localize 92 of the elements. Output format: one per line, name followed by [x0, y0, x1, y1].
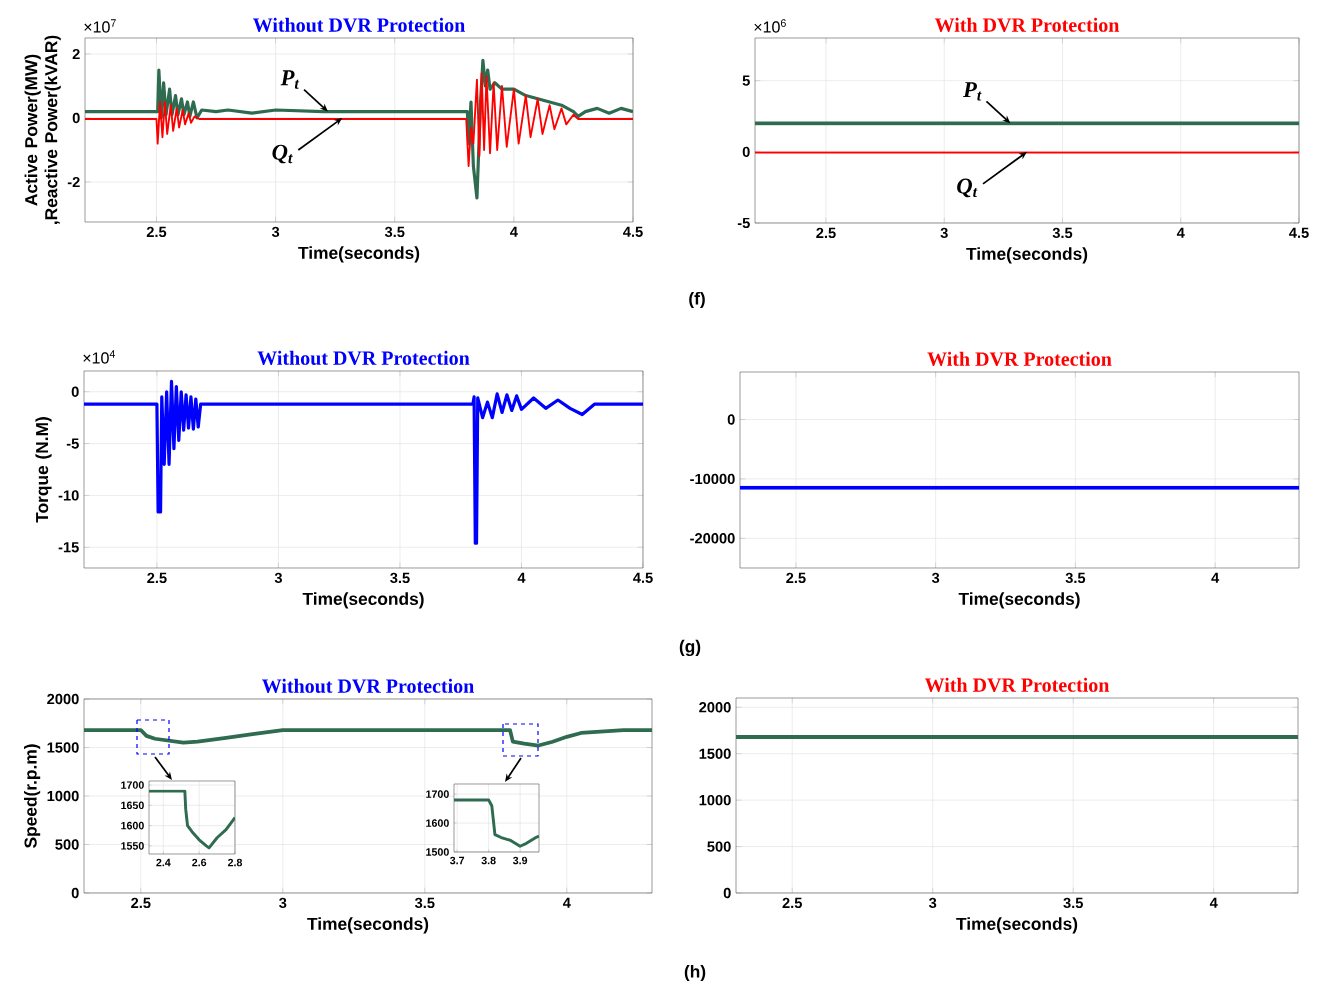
y-tick-label: 2000 — [699, 702, 731, 713]
x-tick-label: 2.5 — [816, 227, 836, 239]
x-tick-label: 2.5 — [147, 572, 167, 584]
text: ×10$^{6}$ — [754, 19, 786, 33]
text: (f) — [689, 291, 705, 309]
x-tick-label: 2.4 — [156, 858, 171, 867]
y-tick-label: 0 — [71, 386, 79, 397]
y-tick-label: 1550 — [121, 842, 144, 850]
annotation: Q$_{t}$ — [957, 178, 978, 198]
y-tick-label: 500 — [707, 841, 731, 852]
y-tick-label: 0 — [742, 146, 750, 158]
y-tick-label: -20000 — [690, 533, 735, 544]
x-tick-label: 3.5 — [414, 897, 435, 909]
text: ×10$^{4}$ — [83, 350, 116, 364]
y-tick-label: 500 — [55, 839, 79, 850]
y-tick-label: 1600 — [121, 821, 144, 830]
chart-title: With DVR Protection — [924, 677, 1110, 692]
y-axis-title: Speed(r.p.m) — [24, 744, 41, 848]
y-tick-label: -2 — [67, 176, 80, 188]
y-axis-title: Torque (N.M) — [35, 417, 52, 523]
y-tick-label: 0 — [723, 887, 731, 899]
x-tick-label: 4 — [562, 897, 571, 908]
x-axis-title: Time(seconds) — [307, 917, 429, 934]
y-tick-label: 1650 — [121, 801, 144, 810]
chart-title: Without DVR Protection — [253, 17, 465, 32]
x-axis-title: Time(seconds) — [956, 917, 1078, 934]
chart-title: Without DVR Protection — [257, 350, 470, 365]
x-axis-title: Time(seconds) — [302, 592, 424, 609]
annotation: P$_{t}$ — [280, 70, 300, 89]
x-tick-label: 3.5 — [1065, 572, 1086, 584]
x-tick-label: 3.5 — [1063, 897, 1083, 909]
x-tick-label: 3.5 — [390, 572, 410, 584]
y-tick-label: -10 — [58, 490, 79, 501]
x-tick-label: 4.5 — [633, 572, 653, 583]
y-tick-label: 1000 — [47, 790, 79, 802]
y-tick-label: 5 — [742, 75, 750, 86]
x-tick-label: 3 — [940, 227, 948, 239]
y-tick-label: -5 — [66, 438, 79, 449]
y-tick-label: 0 — [727, 414, 735, 425]
x-tick-label: 3 — [271, 226, 280, 238]
chart-title: With DVR Protection — [934, 17, 1120, 32]
x-tick-label: 2.5 — [786, 572, 806, 584]
line-series — [454, 798, 540, 848]
y-tick-label: 1700 — [121, 781, 144, 789]
x-tick-label: 4.5 — [623, 226, 643, 237]
x-axis-title: Time(seconds) — [298, 246, 420, 263]
x-tick-label: 2.8 — [227, 858, 243, 867]
x-tick-label: 3.9 — [512, 856, 528, 865]
x-tick-label: 3.7 — [449, 856, 465, 865]
y-tick-label: 1500 — [699, 748, 731, 759]
text: ×10$^{7}$ — [84, 19, 116, 33]
chart-title: Without DVR Protection — [262, 678, 474, 693]
text: (h) — [684, 964, 706, 982]
x-tick-label: 3 — [931, 572, 940, 584]
y-tick-label: -15 — [58, 542, 79, 553]
x-axis-title: Time(seconds) — [966, 247, 1088, 264]
x-tick-label: 3 — [274, 572, 282, 584]
line-series — [85, 72, 633, 167]
x-tick-label: 4 — [510, 226, 518, 237]
y-axis-title: Active Power(MW) ,Reactive Power(kVAR) — [24, 35, 61, 225]
y-tick-label: 1600 — [426, 819, 449, 827]
chart-title: With DVR Protection — [927, 351, 1112, 366]
x-tick-label: 4 — [1209, 897, 1218, 908]
y-tick-label: 1700 — [426, 790, 449, 798]
x-tick-label: 3.5 — [384, 226, 405, 238]
x-tick-label: 2.5 — [131, 897, 151, 909]
line-series — [84, 379, 643, 545]
x-tick-label: 2.5 — [146, 226, 167, 238]
y-tick-label: 1500 — [426, 848, 449, 856]
x-tick-label: 2.5 — [782, 897, 802, 909]
y-tick-label: 0 — [71, 887, 79, 899]
annotation: P$_{t}$ — [962, 82, 982, 101]
x-tick-label: 4.5 — [1289, 227, 1309, 238]
x-tick-label: 4 — [1211, 572, 1220, 583]
x-axis-title: Time(seconds) — [958, 592, 1080, 609]
x-tick-label: 4 — [1176, 227, 1185, 238]
x-tick-label: 4 — [517, 572, 526, 583]
y-tick-label: 2 — [72, 48, 80, 60]
x-tick-label: 3.5 — [1052, 227, 1073, 239]
text: (g) — [679, 639, 701, 657]
y-tick-label: -10000 — [690, 473, 735, 485]
x-tick-label: 3 — [279, 897, 287, 909]
y-tick-label: 0 — [72, 112, 80, 124]
y-tick-label: 1500 — [47, 742, 79, 753]
x-tick-label: 2.6 — [192, 858, 207, 867]
y-tick-label: -5 — [737, 217, 750, 229]
y-tick-label: 1000 — [699, 794, 731, 806]
line-series — [149, 789, 235, 850]
x-tick-label: 3.8 — [481, 856, 496, 865]
annotation: Q$_{t}$ — [272, 144, 293, 164]
y-tick-label: 2000 — [47, 693, 79, 705]
x-tick-label: 3 — [928, 897, 937, 909]
